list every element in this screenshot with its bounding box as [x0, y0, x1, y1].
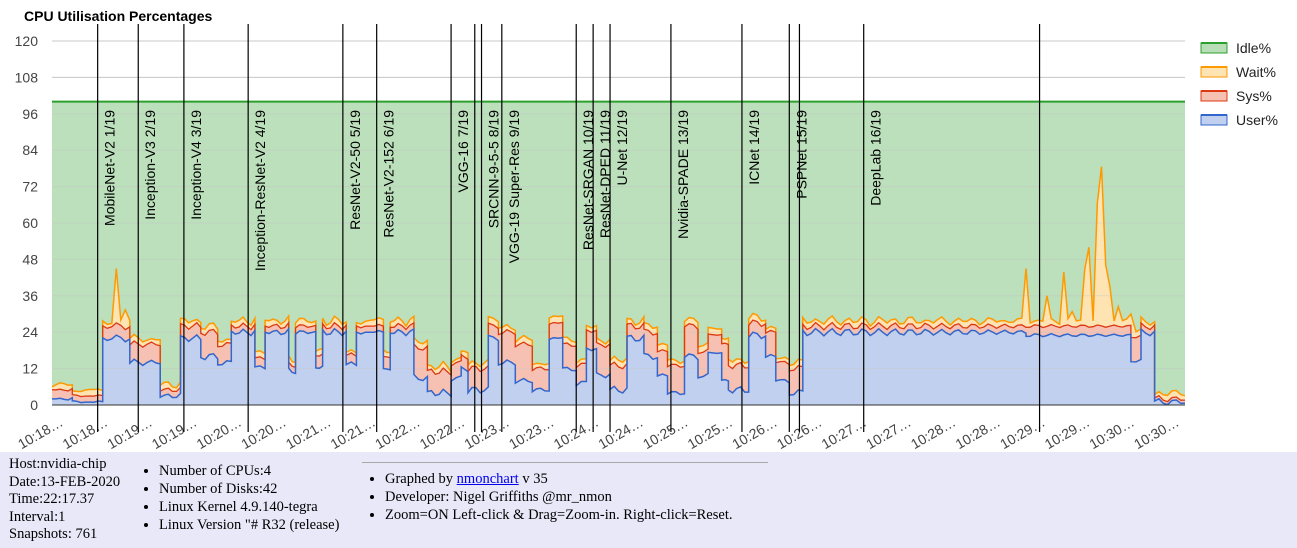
- x-tick-label: 10:25…: [685, 414, 735, 452]
- x-tick-label: 10:18…: [15, 414, 65, 452]
- user-line: [52, 326, 1186, 406]
- marker-label: ResNet-V2-50 5/19: [347, 110, 363, 230]
- legend-swatch: [1200, 42, 1228, 54]
- nmonchart-link[interactable]: nmonchart: [456, 471, 519, 487]
- y-tick-label: 24: [22, 324, 38, 340]
- x-tick-label: 10:28…: [908, 414, 958, 452]
- x-tick-label: 10:25…: [640, 414, 690, 452]
- marker-label: Inception-V3 2/19: [142, 110, 158, 220]
- y-tick-label: 108: [15, 69, 39, 85]
- x-tick-label: 10:22…: [417, 414, 467, 452]
- y-tick-label: 72: [22, 179, 38, 195]
- y-tick-label: 48: [22, 251, 38, 267]
- legend-label: Wait%: [1236, 64, 1276, 80]
- x-tick-label: 10:19…: [104, 414, 154, 452]
- y-tick-label: 0: [30, 397, 38, 413]
- x-tick-label: 10:26…: [729, 414, 779, 452]
- interval: Interval:1: [9, 508, 66, 525]
- capture-date: Date:13-FEB-2020: [9, 473, 121, 490]
- x-tick-label: 10:23…: [461, 414, 511, 452]
- x-tick-label: 10:22…: [372, 414, 422, 452]
- legend-swatch: [1200, 90, 1228, 102]
- x-tick-label: 10:28…: [952, 414, 1002, 452]
- x-tick-label: 10:21…: [283, 414, 333, 452]
- y-tick-label: 60: [22, 215, 38, 231]
- zoom-help: Zoom=ON Left-click & Drag=Zoom-in. Right…: [385, 506, 732, 524]
- marker-label: ResNet-DPED 11/19: [597, 110, 613, 238]
- y-tick-label: 36: [22, 288, 38, 304]
- disk-count: Number of Disks:42: [159, 480, 339, 498]
- marker-label: MobileNet-V2 1/19: [102, 110, 118, 226]
- sys-area: [52, 320, 1185, 405]
- x-tick-label: 10:23…: [506, 414, 556, 452]
- marker-label: ResNet-SRGAN 10/19: [580, 110, 596, 250]
- legend-label: User%: [1236, 112, 1278, 128]
- graphed-by: Graphed by nmonchart v 35: [385, 470, 732, 488]
- marker-label: U-Net 12/19: [614, 110, 630, 186]
- x-tick-label: 10:27…: [863, 414, 913, 452]
- marker-label: ICNet 14/19: [746, 110, 762, 185]
- marker-label: Inception-ResNet-V2 4/19: [252, 110, 268, 271]
- marker-label: VGG-19 Super-Res 9/19: [506, 110, 522, 264]
- marker-label: VGG-16 7/19: [455, 110, 471, 193]
- legend-swatch: [1200, 114, 1228, 126]
- marker-label: DeepLab 16/19: [868, 110, 884, 206]
- x-tick-label: 10:27…: [819, 414, 869, 452]
- marker-label: SRCNN-9-5-5 8/19: [486, 110, 502, 228]
- kernel-version: Linux Kernel 4.9.140-tegra: [159, 498, 339, 516]
- legend-swatch: [1200, 66, 1228, 78]
- y-tick-label: 96: [22, 106, 38, 122]
- x-tick-label: 10:20…: [194, 414, 244, 452]
- x-tick-label: 10:30…: [1086, 414, 1136, 452]
- legend-label: Idle%: [1236, 40, 1271, 56]
- user-area: [52, 328, 1185, 405]
- linux-version: Linux Version "# R32 (release): [159, 516, 339, 534]
- sys-line: [52, 319, 1186, 403]
- graphed-by-prefix: Graphed by: [385, 471, 457, 487]
- marker-label: PSPNet 15/19: [793, 110, 809, 199]
- x-tick-label: 10:29…: [1042, 414, 1092, 452]
- marker-label: Nvidia-SPADE 13/19: [675, 110, 691, 239]
- x-tick-label: 10:21…: [328, 414, 378, 452]
- x-tick-label: 10:30…: [1131, 414, 1181, 452]
- host-info: Host:nvidia-chip Date:13-FEB-2020 Time:2…: [9, 456, 120, 544]
- developer: Developer: Nigel Griffiths @mr_nmon: [385, 488, 732, 506]
- x-tick-label: 10:24…: [595, 414, 645, 452]
- marker-label: Inception-V4 3/19: [188, 110, 204, 220]
- legend-label: Sys%: [1236, 88, 1272, 104]
- y-tick-label: 120: [15, 33, 39, 49]
- x-tick-label: 10:19…: [149, 414, 199, 452]
- capture-time: Time:22:17.37: [9, 491, 95, 507]
- y-tick-label: 12: [22, 361, 38, 377]
- system-info-list: Number of CPUs:4 Number of Disks:42 Linu…: [138, 462, 339, 534]
- chart-title: CPU Utilisation Percentages: [24, 8, 213, 24]
- cpu-count: Number of CPUs:4: [159, 462, 339, 480]
- snapshots: Snapshots: 761: [9, 526, 98, 542]
- x-tick-label: 10:20…: [238, 414, 288, 452]
- divider: [362, 462, 768, 463]
- graphed-by-suffix: v 35: [518, 471, 548, 487]
- credits-list: Graphed by nmonchart v 35 Developer: Nig…: [364, 470, 732, 524]
- marker-label: ResNet-V2-152 6/19: [381, 110, 397, 238]
- host-name: Host:nvidia-chip: [9, 456, 107, 472]
- cpu-utilisation-chart[interactable]: 0122436486072849610812010:18…10:18…10:19…: [0, 0, 1297, 452]
- x-tick-label: 10:18…: [60, 414, 110, 452]
- footer-panel: Host:nvidia-chip Date:13-FEB-2020 Time:2…: [0, 452, 1297, 548]
- y-tick-label: 84: [22, 142, 38, 158]
